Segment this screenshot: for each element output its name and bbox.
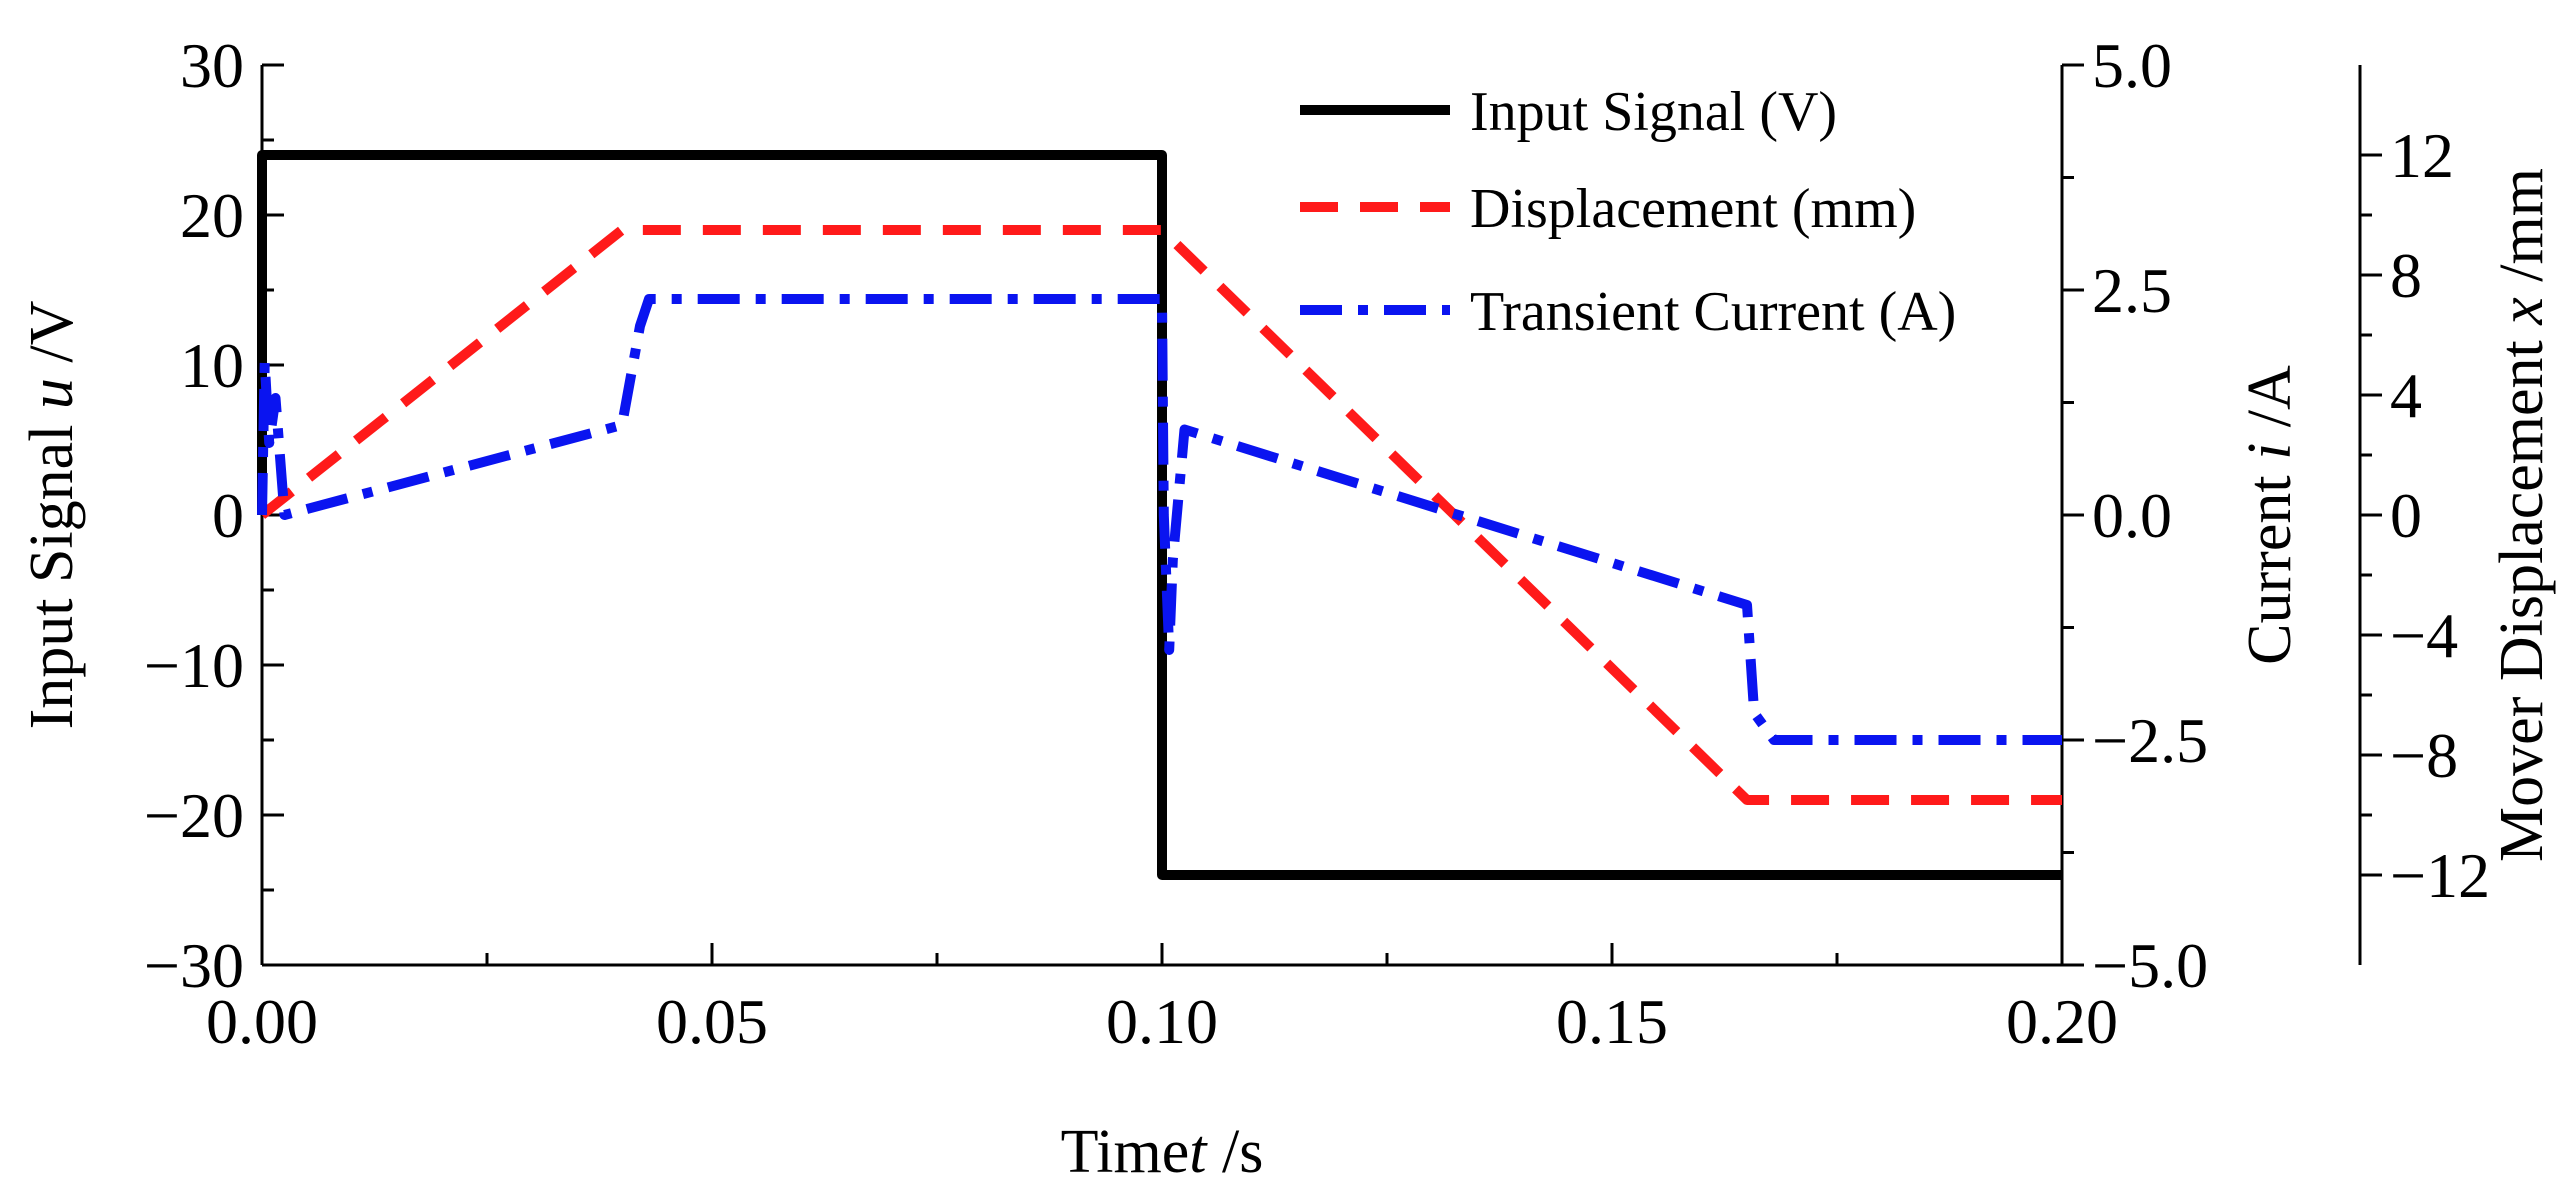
x-tick-label: 0.10 (1106, 986, 1218, 1057)
legend: Input Signal (V) Displacement (mm) Transie… (1300, 81, 1956, 343)
current-tick-label: 5.0 (2092, 30, 2172, 101)
displacement-axis-label-unit: /mm (2488, 168, 2556, 297)
current-axis-label: Current i /A (2236, 365, 2304, 665)
displacement-axis-label: Mover Displacement x /mm (2488, 168, 2556, 862)
left-tick-label: −10 (144, 630, 244, 701)
left-tick-label: 20 (180, 180, 244, 251)
series-layer (257, 150, 2062, 880)
left-tick-label: −20 (144, 780, 244, 851)
legend-label-2: Transient Current (A) (1470, 281, 1956, 343)
displacement-axis-label-text: Mover Displacement (2488, 325, 2556, 862)
left-axis-label-variable: u (18, 378, 86, 409)
current-tick-label: 0.0 (2092, 480, 2172, 551)
displacement-tick-label: 4 (2390, 360, 2422, 431)
displacement-tick-label: 8 (2390, 240, 2422, 311)
x-axis-label-unit: /s (1207, 1118, 1264, 1186)
current-axis-label-unit: /A (2236, 365, 2304, 443)
displacement-tick-label: −4 (2390, 600, 2458, 671)
left-tick-label: 30 (180, 30, 244, 101)
left-axis-label-text: Input Signal (18, 409, 86, 729)
x-axis-label-text: Time (1061, 1118, 1190, 1186)
x-axis-label-variable: t (1189, 1118, 1208, 1186)
left-tick-label: −30 (144, 930, 244, 1001)
legend-label-1: Displacement (mm) (1470, 178, 1916, 240)
displacement-tick-label: −8 (2390, 720, 2458, 791)
x-tick-label: 0.20 (2006, 986, 2118, 1057)
x-tick-label: 0.05 (656, 986, 768, 1057)
displacement-tick-label: 12 (2390, 120, 2454, 191)
legend-label-0: Input Signal (V) (1470, 81, 1837, 143)
left-axis-label: Input Signal u /V (18, 300, 86, 729)
x-tick-label: 0.00 (206, 986, 318, 1057)
current-tick-label: −5.0 (2092, 930, 2208, 1001)
left-tick-label: 0 (212, 480, 244, 551)
displacement-tick-label: −12 (2390, 840, 2490, 911)
x-axis-label: Timet /s (1061, 1118, 1264, 1186)
current-axis-label-variable: i (2236, 443, 2304, 460)
left-axis-label-unit: /V (18, 300, 86, 378)
displacement-tick-label: 0 (2390, 480, 2422, 551)
series-line-2 (257, 294, 2062, 745)
displacement-axis-label-variable: x (2488, 297, 2556, 326)
series-line-1 (258, 225, 2062, 805)
current-tick-label: −2.5 (2092, 705, 2208, 776)
current-tick-label: 2.5 (2092, 255, 2172, 326)
series-line-0 (257, 150, 2062, 880)
left-tick-label: 10 (180, 330, 244, 401)
axes-layer: 0.00 0.05 0.10 0.15 0.20−30−20−100102030−5.0… (18, 30, 2556, 1186)
x-tick-label: 0.15 (1556, 986, 1668, 1057)
current-axis-label-text: Current (2236, 460, 2304, 665)
